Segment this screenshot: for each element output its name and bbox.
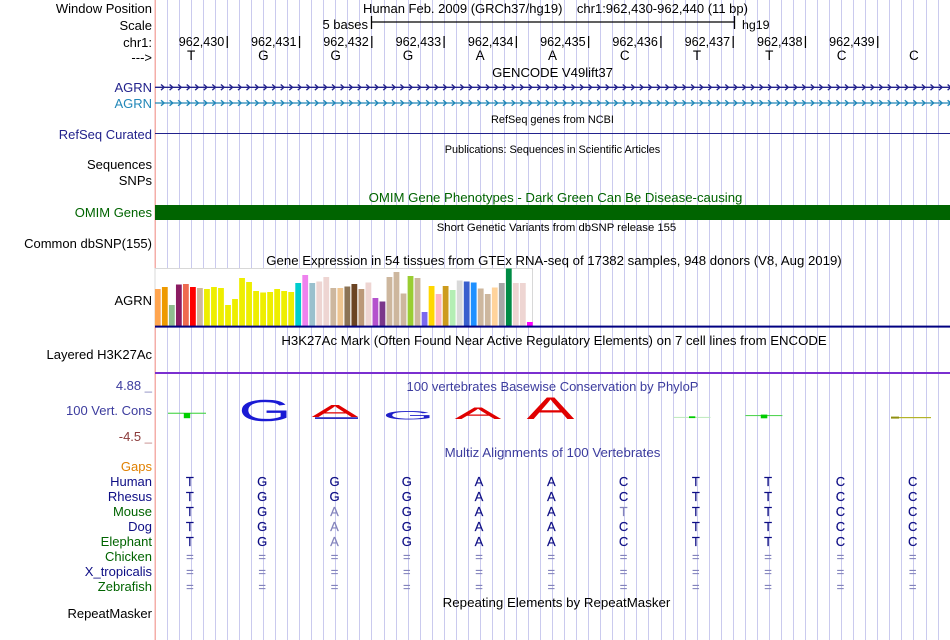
- svg-text:G: G: [238, 394, 291, 428]
- svg-text:A: A: [527, 390, 575, 425]
- svg-text:A: A: [312, 401, 359, 421]
- svg-text:G: G: [382, 409, 434, 422]
- svg-text:A: A: [455, 404, 502, 423]
